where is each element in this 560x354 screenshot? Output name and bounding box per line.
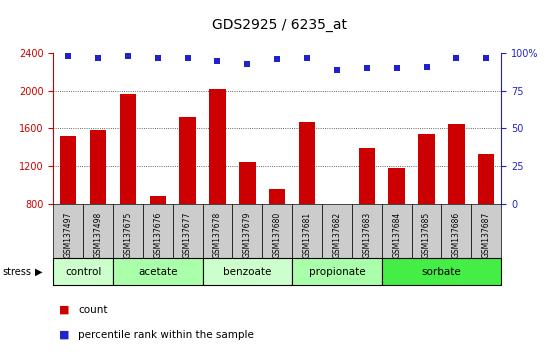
Point <box>273 56 282 62</box>
Text: stress: stress <box>3 267 32 277</box>
Text: GSM137675: GSM137675 <box>123 212 132 258</box>
Text: GSM137678: GSM137678 <box>213 212 222 258</box>
Point <box>392 65 401 71</box>
Point <box>362 65 371 71</box>
Text: GSM137682: GSM137682 <box>333 212 342 258</box>
Bar <box>292 258 382 285</box>
Bar <box>352 204 382 258</box>
Text: control: control <box>65 267 101 277</box>
Text: GSM137676: GSM137676 <box>153 212 162 258</box>
Text: acetate: acetate <box>138 267 178 277</box>
Text: GSM137685: GSM137685 <box>422 212 431 258</box>
Bar <box>322 204 352 258</box>
Text: ■: ■ <box>59 330 69 339</box>
Bar <box>239 162 255 204</box>
Bar <box>83 204 113 258</box>
Bar <box>53 204 83 258</box>
Bar <box>358 148 375 204</box>
Bar <box>203 204 232 258</box>
Point <box>123 53 132 59</box>
Point <box>333 67 342 73</box>
Bar <box>269 189 286 204</box>
Bar <box>299 122 315 204</box>
Text: GSM137686: GSM137686 <box>452 212 461 258</box>
Bar <box>382 204 412 258</box>
Text: GSM137681: GSM137681 <box>302 212 311 258</box>
Point <box>422 64 431 69</box>
Bar <box>203 258 292 285</box>
Text: GSM137498: GSM137498 <box>94 212 102 258</box>
Bar <box>179 117 196 204</box>
Text: sorbate: sorbate <box>422 267 461 277</box>
Text: count: count <box>78 305 108 315</box>
Bar <box>90 130 106 204</box>
Text: GSM137679: GSM137679 <box>243 212 252 258</box>
Point <box>94 55 102 61</box>
Bar <box>418 134 435 204</box>
Bar <box>60 136 76 204</box>
Text: GSM137677: GSM137677 <box>183 212 192 258</box>
Point <box>153 55 162 61</box>
Bar <box>209 89 226 204</box>
Text: propionate: propionate <box>309 267 365 277</box>
Bar <box>113 258 203 285</box>
Text: ▶: ▶ <box>35 267 43 277</box>
Text: GSM137684: GSM137684 <box>392 212 401 258</box>
Point <box>213 58 222 63</box>
Point <box>243 61 252 67</box>
Bar <box>150 196 166 204</box>
Point <box>183 55 192 61</box>
Text: ■: ■ <box>59 305 69 315</box>
Bar <box>232 204 262 258</box>
Bar <box>53 258 113 285</box>
Bar <box>412 204 441 258</box>
Text: GSM137683: GSM137683 <box>362 212 371 258</box>
Point <box>302 55 311 61</box>
Bar <box>172 204 203 258</box>
Text: GDS2925 / 6235_at: GDS2925 / 6235_at <box>212 18 348 32</box>
Bar <box>329 204 345 205</box>
Bar <box>441 204 472 258</box>
Bar <box>389 168 405 204</box>
Text: GSM137687: GSM137687 <box>482 212 491 258</box>
Bar <box>448 124 465 204</box>
Bar <box>120 95 136 204</box>
Text: percentile rank within the sample: percentile rank within the sample <box>78 330 254 339</box>
Bar <box>262 204 292 258</box>
Bar <box>143 204 172 258</box>
Text: GSM137497: GSM137497 <box>64 212 73 258</box>
Bar <box>382 258 501 285</box>
Text: benzoate: benzoate <box>223 267 272 277</box>
Point <box>64 53 73 59</box>
Bar <box>478 154 494 204</box>
Point <box>482 55 491 61</box>
Bar <box>292 204 322 258</box>
Bar <box>113 204 143 258</box>
Point <box>452 55 461 61</box>
Bar <box>472 204 501 258</box>
Text: GSM137680: GSM137680 <box>273 212 282 258</box>
